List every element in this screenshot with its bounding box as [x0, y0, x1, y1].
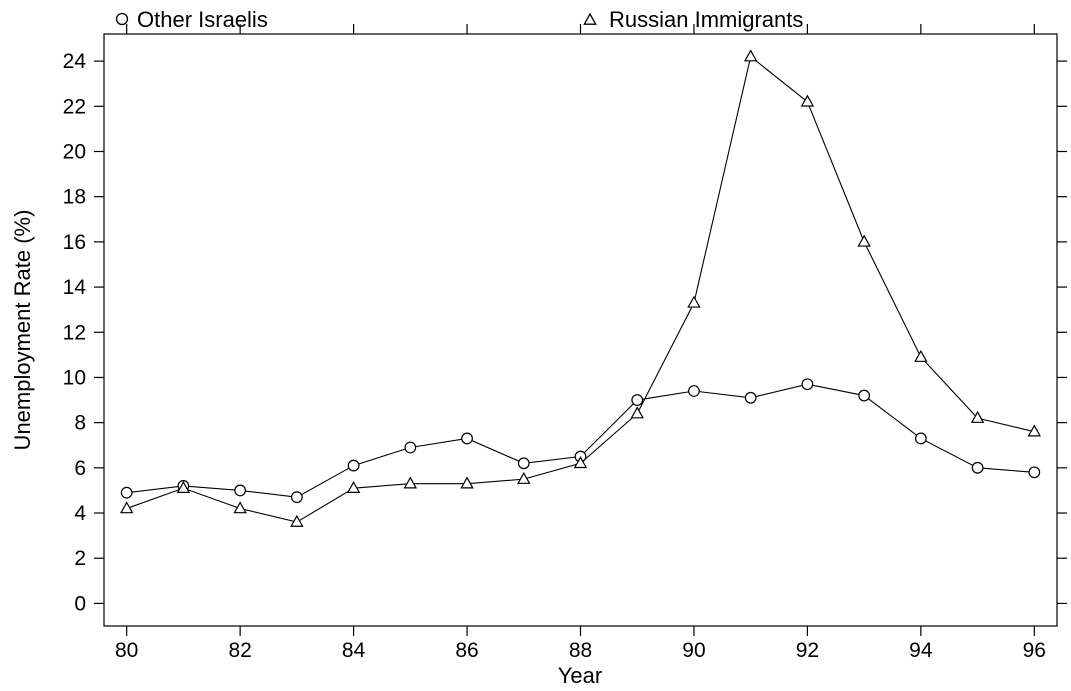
y-tick-label: 4 [74, 502, 86, 525]
data-point [688, 385, 700, 397]
data-point [461, 432, 473, 445]
y-tick-label: 14 [63, 276, 87, 299]
y-axis-title: Unemployment Rate (%) [10, 210, 35, 451]
y-tick-label: 20 [63, 140, 86, 163]
data-point [858, 389, 871, 402]
data-point [1028, 466, 1041, 479]
x-tick-label: 82 [228, 639, 251, 662]
y-tick-label: 22 [63, 95, 86, 118]
y-tick-label: 2 [74, 547, 86, 570]
series-triangle [119, 49, 1042, 527]
data-point [573, 456, 588, 469]
x-tick-label: 90 [682, 639, 705, 662]
data-point [970, 410, 985, 423]
y-tick-label: 12 [63, 321, 86, 344]
legend-item-other-israelis: Other Israelis [115, 7, 268, 32]
data-point [346, 480, 361, 493]
data-point [914, 349, 928, 362]
data-point [914, 432, 927, 445]
data-point [1027, 424, 1042, 437]
y-tick-label: 6 [74, 457, 86, 480]
x-tick-label: 96 [1023, 639, 1046, 662]
data-point [630, 406, 644, 419]
data-point [120, 486, 133, 499]
x-tick-label: 88 [569, 639, 592, 662]
x-axis-title: Year [558, 663, 602, 688]
data-point [347, 459, 360, 472]
legend-label-russian-immigrants: Russian Immigrants [609, 7, 803, 32]
data-point [801, 378, 814, 391]
data-point [403, 476, 418, 489]
data-point [517, 457, 530, 470]
data-point [857, 234, 871, 247]
y-tick-label: 8 [74, 412, 86, 435]
data-point [234, 484, 247, 497]
y-tick-label: 10 [63, 366, 86, 389]
y-tick-label: 18 [63, 186, 86, 209]
data-point [517, 471, 531, 484]
data-point [176, 480, 191, 493]
data-point [404, 441, 417, 454]
series-layer [119, 49, 1042, 527]
data-point [800, 94, 815, 107]
legend-item-russian-immigrants: Russian Immigrants [583, 7, 803, 32]
data-point [743, 49, 758, 62]
data-point [460, 476, 474, 489]
x-tick-label: 94 [909, 639, 933, 662]
y-tick-label: 0 [74, 592, 86, 615]
y-tick-label: 24 [63, 50, 87, 73]
plot-frame [103, 33, 1058, 627]
series-circle [120, 378, 1041, 504]
legend-label-other-israelis: Other Israelis [137, 7, 268, 32]
data-point [290, 514, 304, 527]
legend: Other Israelis Russian Immigrants [115, 7, 803, 32]
data-point [290, 491, 303, 504]
data-point [119, 501, 134, 514]
x-tick-label: 84 [342, 639, 366, 662]
data-point [631, 394, 644, 406]
y-tick-label: 16 [63, 231, 86, 254]
x-tick-label: 92 [796, 639, 819, 662]
legend-marker-circle [115, 12, 129, 26]
data-point [233, 501, 247, 514]
data-point [687, 295, 701, 308]
x-tick-label: 80 [115, 639, 138, 662]
data-point [744, 391, 757, 404]
legend-marker-triangle [583, 12, 597, 25]
series-line [126, 383, 1035, 498]
x-tick-label: 86 [455, 639, 478, 662]
data-point [971, 461, 984, 474]
